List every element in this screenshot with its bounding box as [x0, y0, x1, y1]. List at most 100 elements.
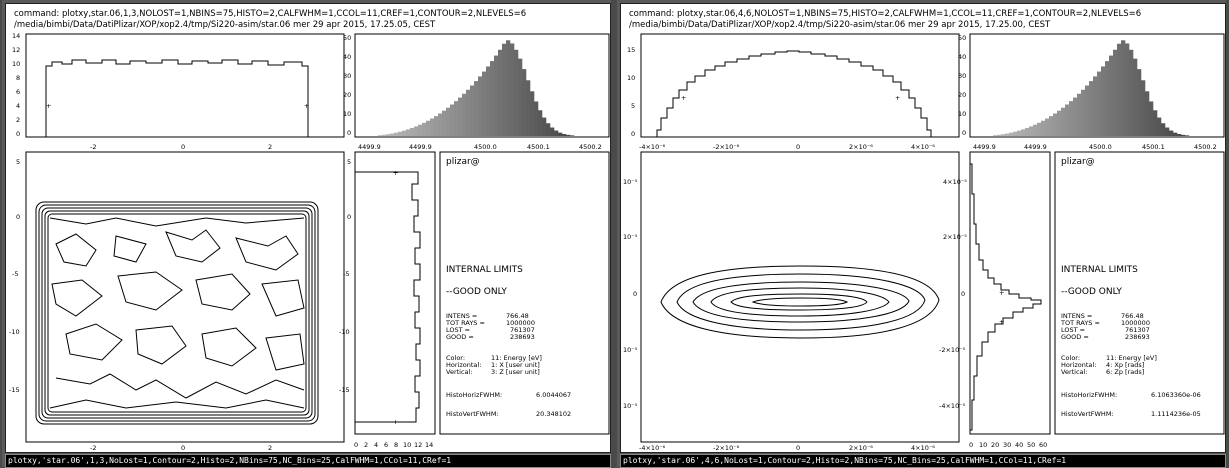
xtick: 4×10⁻⁶: [911, 143, 935, 151]
energy-bar: [1061, 107, 1066, 136]
energy-bar: [470, 85, 475, 136]
info-good-only: --GOOD ONLY: [446, 287, 507, 297]
fwhm-marker: +: [393, 418, 398, 426]
energy-bar: [1017, 130, 1022, 136]
ytick: 12: [12, 46, 20, 54]
info-fwhm-v-value: 20.348102: [536, 410, 571, 418]
energy-bar: [993, 135, 998, 136]
xtick: 8: [394, 441, 398, 449]
energy-bar: [410, 127, 415, 136]
energy-bar: [1085, 85, 1090, 136]
energy-bar: [394, 132, 399, 136]
energy-bar: [538, 110, 543, 136]
energy-bar: [514, 49, 519, 136]
ytick: 5: [347, 158, 351, 166]
energy-bar: [1069, 101, 1074, 136]
fwhm-marker: +: [46, 102, 51, 110]
info-vertical-label: Vertical:: [446, 368, 473, 376]
xtick: 50: [1027, 441, 1035, 449]
xtick: 4: [374, 441, 378, 449]
info-vertical-value: 3: Z [user unit]: [491, 368, 540, 376]
ytick: 0: [16, 130, 20, 138]
energy-bar: [1097, 71, 1102, 136]
plot-svg-left: command: plotxy,star.06,1,3,NOLOST=1,NBI…: [9, 9, 610, 452]
xtick: 2: [268, 143, 272, 151]
ytick: 30: [958, 72, 966, 80]
energy-bar: [442, 110, 447, 136]
energy-bar: [434, 116, 439, 136]
energy-bar: [566, 134, 571, 136]
energy-bar: [558, 132, 563, 136]
energy-histogram-ytick-labels: 50 40 30 20 10 0: [958, 34, 966, 137]
info-horizontal-label: Horizontal:: [446, 361, 481, 369]
energy-bar: [494, 55, 499, 137]
energy-bar: [1149, 101, 1154, 136]
ytick: 10: [958, 110, 966, 118]
energy-histogram-bars: [378, 40, 575, 137]
ytick: -5: [12, 270, 18, 278]
ytick: 20: [958, 91, 966, 99]
energy-bar: [1089, 81, 1094, 136]
energy-bar: [386, 134, 391, 136]
energy-bar: [1185, 135, 1190, 136]
energy-bar: [1173, 132, 1178, 136]
energy-bar: [1057, 110, 1062, 136]
xtick: -2: [90, 143, 96, 151]
xtick: -4×10⁻⁶: [639, 444, 666, 452]
energy-bar: [458, 97, 463, 136]
command-line-left[interactable]: plotxy,'star.06',1,3,NoLost=1,Contour=2,…: [5, 454, 611, 468]
info-fwhm-h-label: HistoHorizFWHM:: [1061, 391, 1117, 399]
info-intens-value: 766.48: [506, 312, 529, 320]
fwhm-marker: +: [681, 94, 686, 102]
energy-bar: [406, 129, 411, 136]
energy-bar: [418, 124, 423, 136]
energy-bar: [1141, 80, 1146, 136]
ytick: 0: [961, 290, 965, 298]
ytick: 0: [631, 130, 635, 138]
xtick: 10: [403, 441, 411, 449]
xtick: 20: [991, 441, 999, 449]
xtick: 4499.9: [973, 143, 996, 151]
energy-bar: [1145, 91, 1150, 136]
energy-bar: [402, 130, 407, 136]
energy-bar: [462, 93, 467, 136]
xtick: 4500.1: [527, 143, 550, 151]
fwhm-marker: +: [999, 318, 1004, 326]
side-histogram-ytick-labels: 5 0 -5 -10 -15: [339, 158, 351, 394]
xtick: 0: [181, 143, 185, 151]
command-line-right[interactable]: plotxy,'star.06',4,6,NoLost=1,Contour=2,…: [620, 454, 1226, 468]
energy-bar: [1065, 104, 1070, 136]
energy-bar: [1109, 55, 1114, 137]
energy-bar: [1137, 69, 1142, 136]
fwhm-marker: +: [304, 102, 309, 110]
energy-bar: [490, 61, 495, 137]
ytick: 0: [16, 213, 20, 221]
top-histogram-trace: [45, 59, 309, 137]
top-histogram-trace: [656, 50, 932, 137]
xtick: 10: [979, 441, 987, 449]
xtick: -4×10⁻⁶: [639, 143, 666, 151]
xtick: 0: [354, 441, 358, 449]
energy-bar: [1077, 93, 1082, 136]
info-fwhm-h-value: 6.0044067: [536, 391, 571, 399]
ytick: -10: [9, 328, 20, 336]
ytick: 40: [958, 53, 966, 61]
energy-histogram-ytick-labels: 50 40 30 20 10 0: [343, 34, 351, 137]
xtick: -2: [90, 444, 96, 452]
energy-bar: [554, 130, 559, 136]
ytick: 10⁻⁵: [623, 402, 638, 410]
xtick: 0: [181, 444, 185, 452]
energy-bar: [398, 131, 403, 136]
energy-bar: [1117, 43, 1122, 137]
ytick: 50: [958, 34, 966, 42]
energy-bar: [1161, 123, 1166, 136]
info-fwhm-v-label: HistoVertFWHM:: [1061, 410, 1114, 418]
ytick: -15: [339, 386, 350, 394]
xtick: 14: [425, 441, 433, 449]
ytick: 30: [343, 72, 351, 80]
info-fwhm-v-label: HistoVertFWHM:: [446, 410, 499, 418]
info-color-value: 11: Energy [eV]: [1106, 354, 1157, 362]
energy-bar: [1157, 117, 1162, 136]
side-histogram-ytick-labels: 4×10⁻⁵ 2×10⁻⁵ 0 -2×10⁻⁵ -4×10⁻⁵: [939, 178, 967, 410]
energy-bar: [474, 81, 479, 136]
